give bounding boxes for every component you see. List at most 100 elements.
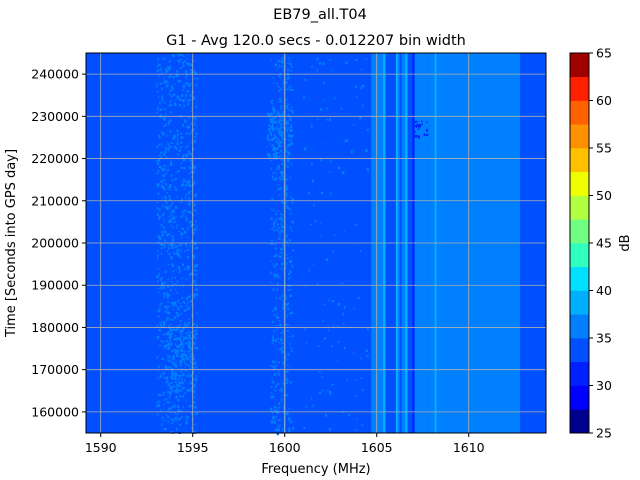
speckle	[175, 305, 178, 307]
speckle	[274, 385, 277, 388]
speckle	[166, 70, 169, 73]
speckle	[192, 171, 195, 174]
speckle	[273, 149, 276, 152]
speckle	[282, 61, 284, 64]
speckle	[191, 380, 193, 383]
speckle	[179, 244, 182, 247]
speckle	[193, 228, 196, 231]
speckle	[177, 306, 180, 308]
speckle	[179, 256, 182, 259]
speckle	[188, 165, 191, 168]
speckle	[192, 389, 195, 393]
speckle	[177, 384, 180, 387]
speckle	[179, 395, 182, 398]
speckle	[279, 187, 282, 190]
speckle	[292, 266, 294, 269]
speckle	[196, 312, 198, 315]
speckle	[194, 264, 197, 267]
speckle	[162, 334, 165, 336]
speckle	[162, 227, 166, 229]
colorbar-segment	[570, 409, 589, 434]
speckle	[180, 390, 182, 392]
speckle	[193, 384, 196, 388]
speckle	[182, 386, 185, 389]
speckle	[274, 308, 277, 311]
speckle	[273, 112, 275, 114]
speckle	[282, 427, 283, 431]
speckle	[311, 162, 313, 165]
speckle	[288, 417, 290, 419]
speckle	[191, 220, 193, 224]
speckle	[270, 167, 273, 170]
speckle	[169, 330, 172, 332]
speckle	[177, 405, 180, 408]
speckle	[171, 349, 174, 353]
speckle	[273, 137, 276, 139]
speckle	[286, 234, 288, 238]
speckle	[194, 202, 196, 205]
speckle	[167, 416, 170, 418]
speckle	[278, 319, 281, 321]
speckle	[193, 181, 196, 185]
speckle	[414, 135, 418, 138]
speckle	[178, 269, 181, 272]
speckle	[181, 277, 183, 279]
speckle	[194, 414, 197, 416]
speckle	[156, 335, 160, 339]
speckle	[273, 221, 276, 224]
speckle	[191, 100, 193, 102]
speckle	[185, 120, 188, 123]
speckle	[271, 342, 274, 344]
speckle	[281, 113, 284, 115]
speckle	[285, 188, 287, 190]
speckle	[272, 360, 274, 363]
speckle	[170, 387, 173, 391]
speckle	[168, 195, 171, 198]
speckle	[288, 108, 290, 112]
speckle	[182, 345, 184, 349]
speckle	[355, 58, 358, 61]
speckle	[274, 136, 277, 139]
speckle	[267, 153, 271, 156]
speckle	[487, 190, 489, 192]
speckle	[186, 180, 189, 184]
speckle	[415, 120, 418, 123]
speckle	[163, 179, 165, 182]
speckle	[189, 381, 191, 384]
speckle	[273, 406, 276, 409]
speckle	[175, 328, 178, 332]
speckle	[184, 60, 186, 63]
speckle	[167, 408, 170, 411]
speckle	[162, 391, 166, 394]
speckle	[180, 249, 182, 252]
speckle	[343, 322, 345, 325]
speckle	[174, 338, 178, 341]
speckle	[163, 428, 166, 430]
speckle	[281, 126, 283, 128]
speckle	[349, 279, 351, 281]
speckle	[162, 212, 165, 214]
speckle	[289, 59, 291, 62]
speckle	[163, 398, 165, 401]
speckle	[190, 72, 193, 75]
speckle	[184, 323, 187, 327]
speckle	[165, 68, 167, 71]
speckle	[367, 327, 369, 331]
colorbar-tick-label: 30	[596, 378, 612, 393]
speckle	[173, 251, 175, 255]
speckle	[189, 158, 193, 162]
speckle	[272, 106, 274, 110]
speckle	[329, 390, 332, 394]
speckle	[291, 142, 294, 145]
speckle	[189, 98, 192, 100]
speckle	[282, 110, 284, 113]
speckle	[179, 320, 182, 322]
speckle	[170, 160, 172, 163]
speckle	[474, 192, 477, 194]
speckle	[163, 108, 167, 110]
speckle	[178, 54, 180, 57]
speckle	[286, 121, 288, 124]
speckle	[168, 247, 170, 250]
speckle	[175, 383, 178, 386]
speckle	[272, 224, 275, 227]
